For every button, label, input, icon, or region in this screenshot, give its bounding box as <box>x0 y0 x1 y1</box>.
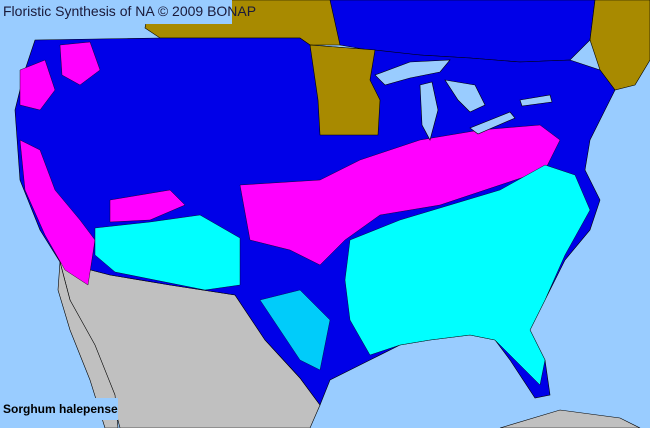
lake-ontario <box>519 94 553 107</box>
species-name: Sorghum halepense <box>0 398 118 420</box>
baja-california <box>57 261 119 428</box>
lake-erie <box>469 111 516 135</box>
map-title: Floristic Synthesis of NA © 2009 BONAP <box>0 0 256 24</box>
magenta-pacific-northwest <box>19 59 56 111</box>
cyan-texas-scattered <box>259 289 331 371</box>
cuba <box>499 409 641 428</box>
lake-huron <box>444 79 486 113</box>
cyan-southwest <box>94 214 241 291</box>
magenta-california <box>19 139 96 286</box>
lake-superior <box>374 59 451 86</box>
canada-east-olive <box>589 0 650 91</box>
lake-michigan <box>419 81 439 141</box>
magenta-utah-nevada <box>109 189 186 223</box>
magenta-idaho <box>59 41 101 86</box>
minnesota-olive-region <box>309 44 381 136</box>
cyan-southeast <box>344 164 591 386</box>
